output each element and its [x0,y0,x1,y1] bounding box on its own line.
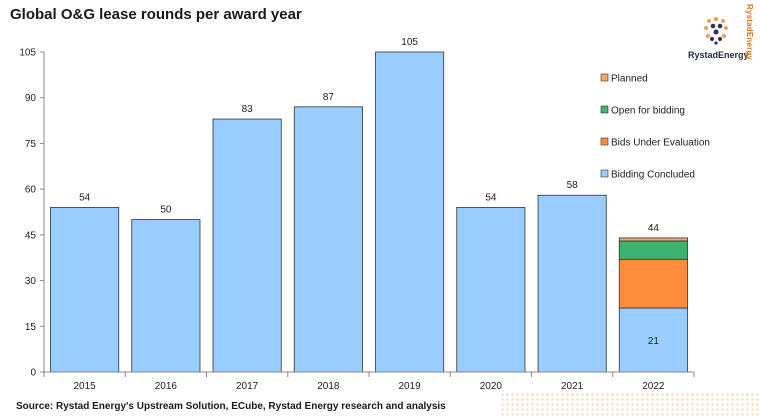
legend-label: Bidding Concluded [611,170,695,181]
logo-vertical-text: RystadEnergy [745,4,754,61]
legend-label: Bids Under Evaluation [611,138,710,149]
rystad-logo: RystadEnergy RystadEnergy [688,4,754,66]
bar-bidding-concluded-2021 [537,194,607,373]
total-label-2022: 44 [648,223,660,234]
inner-label-2022: 21 [648,336,660,347]
total-label-2016: 50 [160,205,172,216]
bar-planned-2022 [618,237,688,242]
bar-open-for-bidding-2022 [618,240,688,260]
total-label-2015: 54 [79,192,91,203]
bar-bidding-concluded-2017 [212,118,282,373]
legend-swatch [600,105,609,114]
bar-bidding-concluded-2015 [50,207,120,373]
bar-bidding-concluded-2019 [375,51,445,373]
y-tick-label: 75 [25,139,37,150]
legend-swatch [600,137,609,146]
x-tick-label: 2018 [317,381,340,392]
total-label-2019: 105 [401,37,418,48]
x-tick-label: 2017 [236,381,259,392]
total-label-2020: 54 [485,192,497,203]
bar-bidding-concluded-2022 [618,307,688,373]
total-label-2017: 83 [242,104,254,115]
bar-bids-under-evaluation-2022 [618,258,688,309]
y-tick-label: 15 [25,322,37,333]
x-tick-label: 2021 [561,381,584,392]
y-tick-label: 90 [25,93,37,104]
x-tick-label: 2020 [480,381,503,392]
logo-globe-icon [704,16,728,45]
y-tick-label: 60 [25,185,37,196]
x-tick-label: 2015 [74,381,97,392]
legend-swatch [600,73,609,82]
bar-bidding-concluded-2020 [456,207,526,373]
decorative-dots [500,392,760,418]
bar-bidding-concluded-2016 [131,219,201,373]
x-tick-label: 2016 [155,381,178,392]
y-tick-label: 105 [19,48,36,59]
y-tick-label: 45 [25,230,37,241]
legend-swatch [600,169,609,178]
bar-bidding-concluded-2018 [293,106,363,373]
legend-label: Open for bidding [611,106,685,117]
logo-text: RystadEnergy [688,50,749,60]
chart-title: Global O&G lease rounds per award year [10,6,302,23]
source-note: Source: Rystad Energy's Upstream Solutio… [16,401,446,412]
x-tick-label: 2019 [399,381,422,392]
y-tick-label: 30 [25,276,37,287]
x-tick-label: 2022 [642,381,665,392]
y-tick-label: 0 [30,368,36,379]
legend-label: Planned [611,74,648,85]
total-label-2021: 58 [567,180,579,191]
total-label-2018: 87 [323,92,335,103]
